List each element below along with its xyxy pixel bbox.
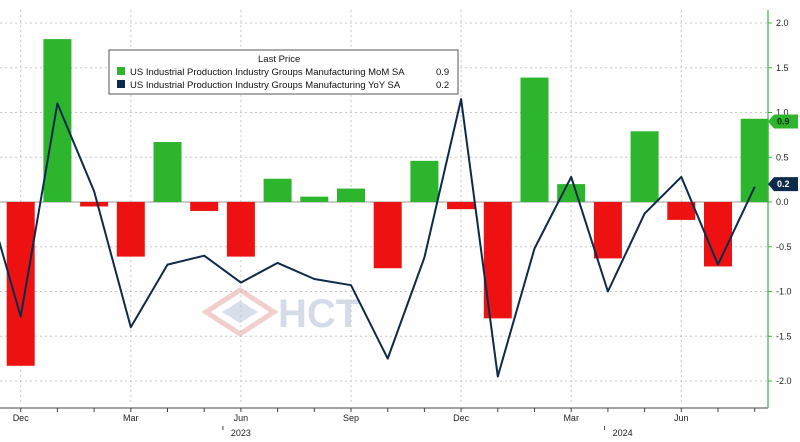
x-month-label: Jun xyxy=(234,413,249,423)
legend-value-yoy: 0.2 xyxy=(436,80,449,91)
y-axis: 2.0 1.5 1.0 0.5 0.0 -0.5 -1.0 -1.5 -2.0 xyxy=(767,10,792,408)
mom-bar xyxy=(557,184,586,202)
x-month-label: Mar xyxy=(563,413,579,423)
mom-bar xyxy=(116,202,145,257)
last-value-tags: 0.9 0.2 xyxy=(768,114,798,192)
y-tick-label: -1.5 xyxy=(776,331,792,341)
watermark-inner-icon xyxy=(222,301,258,323)
y-tick-label: 0.0 xyxy=(776,197,789,207)
last-value-tag xyxy=(768,114,798,129)
last-value-tag xyxy=(768,177,798,192)
mom-bar xyxy=(740,118,769,202)
legend-swatch-yoy xyxy=(117,80,125,88)
legend-title: Last Price xyxy=(258,54,300,65)
x-month-label: Mar xyxy=(123,413,139,423)
y-tick-label: 1.5 xyxy=(776,63,789,73)
x-axis: Dec Mar Jun Sep Dec Mar Jun 2023 2024 xyxy=(0,407,768,438)
legend-swatch-mom xyxy=(117,67,125,75)
x-month-label: Jun xyxy=(674,413,689,423)
legend-value-mom: 0.9 xyxy=(436,67,449,78)
mom-bar xyxy=(43,39,72,202)
y-tick-label: -2.0 xyxy=(776,376,792,386)
mom-bar xyxy=(300,196,329,202)
watermark-mark xyxy=(201,287,279,337)
mom-bar xyxy=(667,202,696,220)
mom-bar xyxy=(337,188,365,202)
x-month-label: Dec xyxy=(453,413,470,423)
mom-bar xyxy=(447,202,476,210)
last-value-tag-label: 0.2 xyxy=(777,179,790,189)
watermark-text: HCT xyxy=(278,292,360,336)
legend: Last Price US Industrial Production Indu… xyxy=(108,49,459,95)
mom-bar xyxy=(153,142,182,202)
y-tick-label: -1.0 xyxy=(776,287,792,297)
x-year-label: 2024 xyxy=(613,428,633,438)
watermark-diamond-icon xyxy=(201,287,279,337)
x-month-label: Dec xyxy=(13,413,30,423)
mom-bar xyxy=(190,202,219,211)
y-tick-label: 2.0 xyxy=(776,18,789,28)
legend-box xyxy=(108,49,459,95)
yoy-line-series xyxy=(0,98,756,378)
y-tick-label: 0.5 xyxy=(776,152,789,162)
x-year-label: 2023 xyxy=(231,428,251,438)
y-tick-label: -0.5 xyxy=(776,242,792,252)
mom-bar xyxy=(410,160,439,202)
mom-bar xyxy=(520,77,549,202)
mom-bar xyxy=(80,202,109,207)
mom-bar xyxy=(373,202,402,269)
mom-bar xyxy=(704,202,732,267)
mom-bar xyxy=(630,131,659,202)
legend-label-mom: US Industrial Production Industry Groups… xyxy=(130,67,405,78)
mom-bar xyxy=(263,178,292,202)
legend-label-yoy: US Industrial Production Industry Groups… xyxy=(130,80,401,91)
mom-bar xyxy=(593,202,622,259)
y-tick-label: 1.0 xyxy=(776,108,789,118)
last-value-tag-label: 0.9 xyxy=(777,116,790,126)
mom-bar xyxy=(226,202,255,257)
x-month-label: Sep xyxy=(343,413,359,423)
watermark-logo: HCT xyxy=(201,287,360,337)
